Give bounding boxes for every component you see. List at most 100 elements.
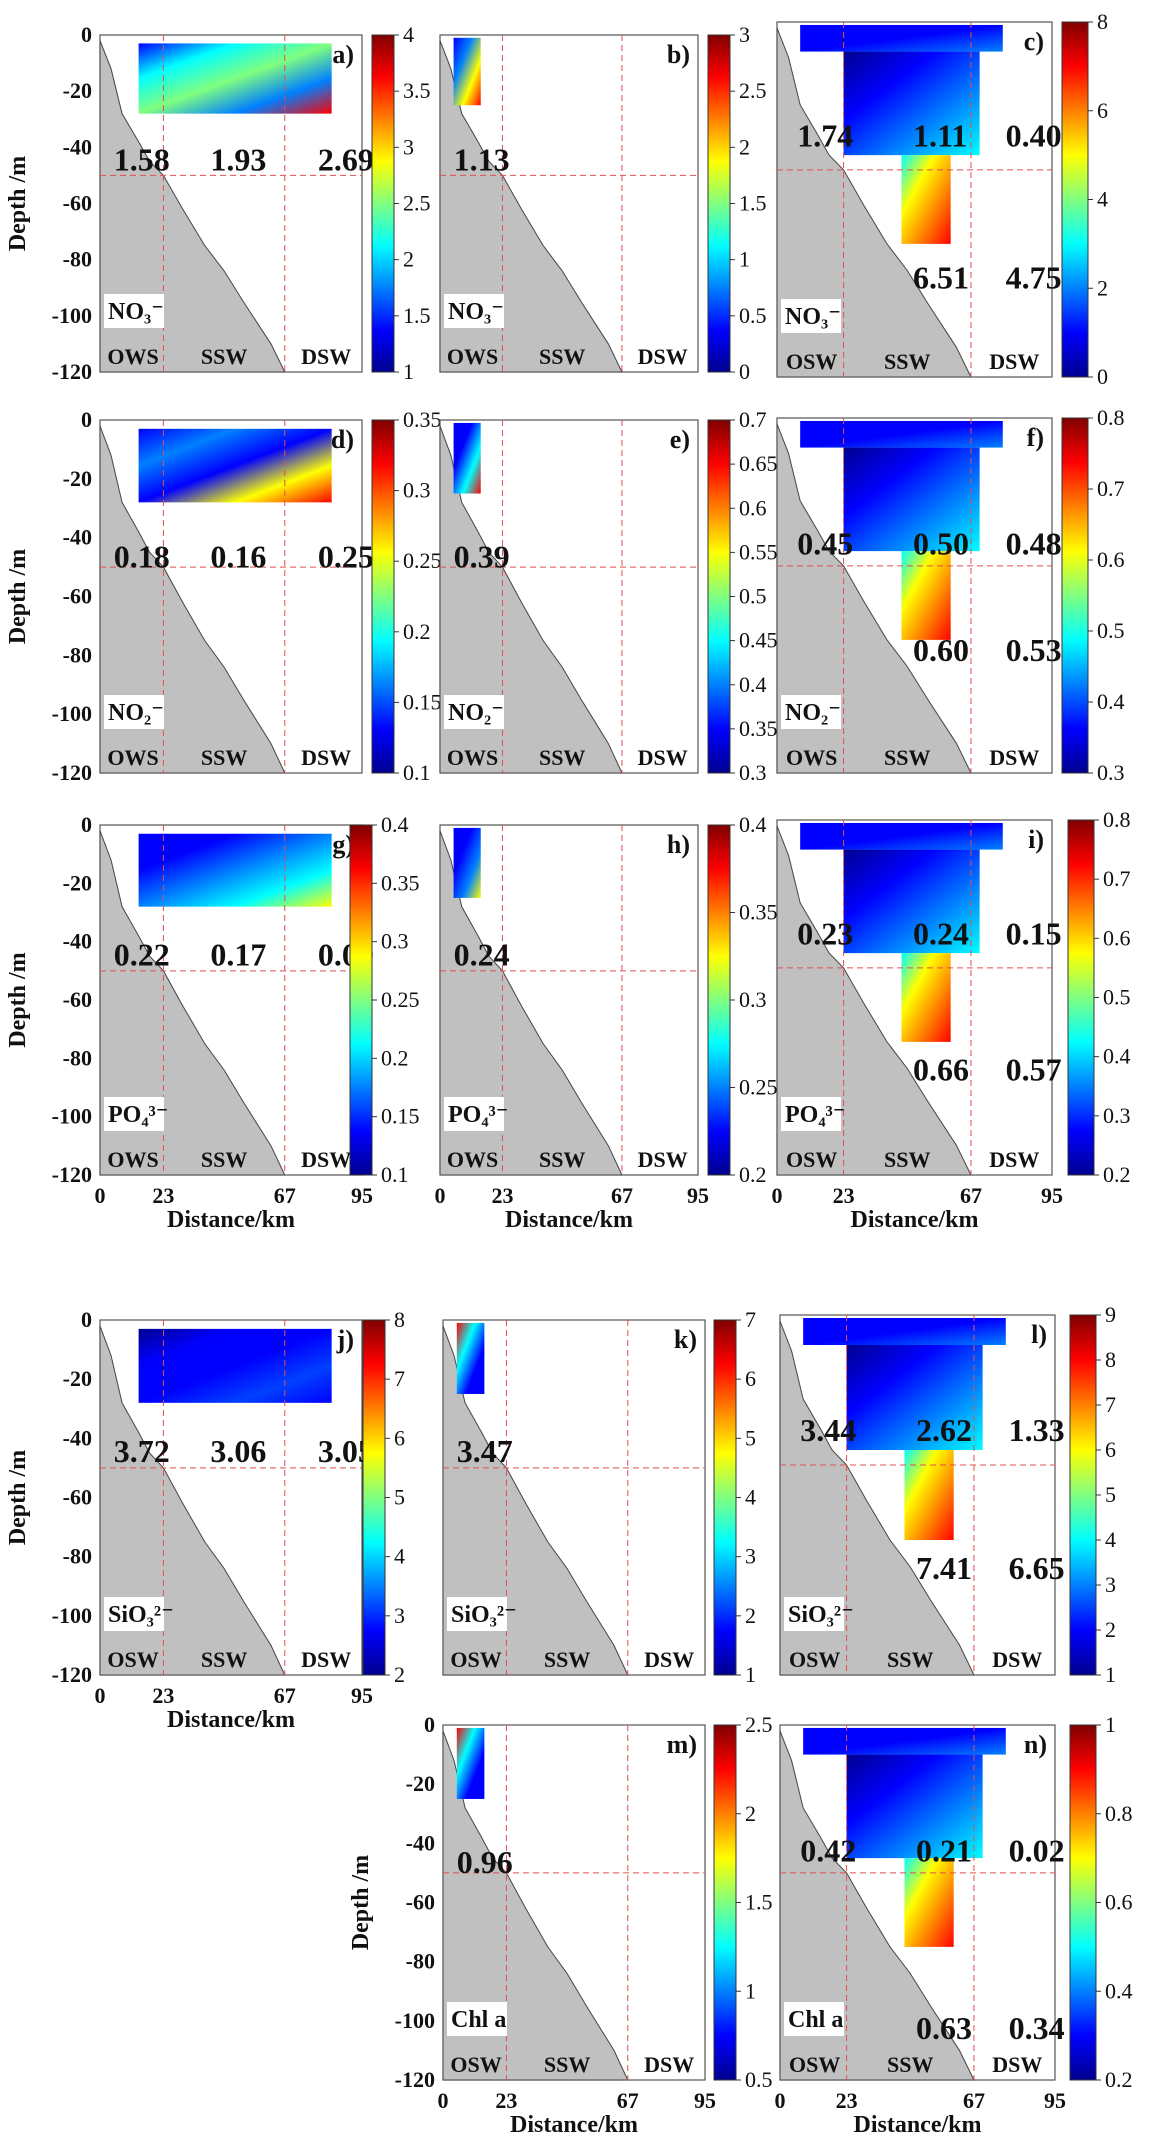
y-tick-label: -120 [52,1662,92,1687]
panel-label: b) [667,40,690,69]
variable-label: NO₃⁻ [108,299,164,325]
panel-h: 0 23 67 95 Distance/km h) OWS SSW DSW PO₄³⁻ 0.24 0.… [435,812,778,1233]
water-mass-label: DSW [638,745,688,770]
colorbar-tick-label: 2 [403,247,414,272]
panel-label: c) [1024,27,1044,56]
variable-label: PO₄³⁻ [108,1102,168,1128]
seabed [776,423,972,774]
y-axis-label: Depth /m [5,952,31,1047]
y-tick-label: -120 [52,1162,92,1187]
variable-label-box [781,695,841,729]
x-tick-label: 67 [963,2088,985,2113]
y-tick-label: -80 [63,247,92,272]
colorbar-tick-label: 0.5 [745,2067,773,2092]
colorbar-tick-label: 0.1 [403,760,431,785]
colorbar-tick-label: 0.15 [381,1104,420,1129]
colorbar-tick-label: 0.15 [403,689,442,714]
panel-g: 0 -20 -40 -60 -80 -100 -120 Depth /m 0 23 67 95 Dist… [5,812,420,1233]
variable-label-box [104,1097,164,1131]
x-tick-label: 67 [274,1183,296,1208]
water-mass-label: DSW [989,1147,1039,1172]
variable-label: PO₄³⁻ [785,1102,845,1128]
colorbar-tick-label: 3 [394,1603,405,1628]
colorbar-tick-label: 2.5 [403,191,431,216]
y-axis-label: Depth /m [5,156,31,251]
colorbar-tick-label: 0.5 [739,303,767,328]
y-tick-label: -100 [395,2008,435,2033]
data-field-upper [843,849,980,954]
x-axis-label: Distance/km [167,1707,295,1733]
x-tick-label: 23 [833,1183,855,1208]
variable-label: NO₃⁻ [785,304,841,330]
mean-value-label: 0.22 [114,936,170,972]
y-tick-label: -80 [63,1045,92,1070]
variable-label-box [104,1597,164,1631]
colorbar-tick-label: 3 [745,1544,756,1569]
colorbar-tick-label: 0.8 [1103,807,1131,832]
colorbar-tick-label: 4 [403,22,414,47]
mean-value-label: 0.23 [797,915,853,951]
colorbar-tick-label: 0.4 [381,812,409,837]
colorbar-tick-label: 0.5 [1103,985,1131,1010]
panel-label: n) [1024,1730,1047,1759]
data-field-shelf [138,428,332,503]
mean-value-label: 0.42 [800,1832,856,1868]
panel-label: l) [1031,1320,1047,1349]
data-field-shelf [138,833,332,907]
seabed [99,1325,286,1676]
colorbar [349,824,373,1176]
variable-label: Chl a [788,2007,843,2033]
colorbar-tick-label: 0.7 [1097,476,1125,501]
colorbar-tick-label: 4 [1097,187,1108,212]
mean-value-label: 3.44 [800,1412,856,1448]
mean-value-label: 2.62 [916,1412,972,1448]
colorbar-tick-label: 0.7 [739,407,767,432]
panel-label: i) [1028,825,1044,854]
mean-value-label: 3.72 [114,1433,170,1469]
data-field-shelf [138,43,332,114]
colorbar [1069,1314,1097,1676]
colorbar-tick-label: 0.6 [1105,1890,1133,1915]
colorbar-tick-label: 2 [745,1801,756,1826]
water-mass-label: SSW [884,349,930,374]
data-field-deep [901,953,951,1042]
mean-value-label: 3.06 [210,1433,266,1469]
x-tick-label: 95 [1041,1183,1063,1208]
y-tick-label: 0 [81,407,92,432]
colorbar-tick-label: 3 [739,22,750,47]
water-mass-label: SSW [539,1147,585,1172]
variable-label: PO₄³⁻ [448,1102,508,1128]
x-tick-label: 0 [438,2088,449,2113]
seabed [776,27,972,378]
y-tick-label: 0 [81,812,92,837]
colorbar-tick-label: 6 [394,1425,405,1450]
colorbar-tick-label: 0.4 [1097,689,1125,714]
variable-label-box [444,1097,504,1131]
panel-i: 0 23 67 95 Distance/km i) OSW SSW DSW PO₄³⁻ 0.23 0.… [772,807,1131,1233]
colorbar-tick-label: 0.35 [381,870,420,895]
mean-value-label: 0.45 [797,525,853,561]
colorbar-tick-label: 0.6 [1103,925,1131,950]
colorbar-tick-label: 0.35 [739,716,778,741]
seabed [99,40,286,373]
colorbar-tick-label: 2 [1105,1617,1116,1642]
panel-k: k) OSW SSW DSW SiO₃²⁻ 3.47 7 6 5 4 3 2 1 [442,1307,756,1687]
colorbar-tick-label: 0.25 [381,987,420,1012]
colorbar-tick-label: 2 [739,134,750,159]
variable-label-box [781,1097,841,1131]
x-axis-label: Distance/km [854,2112,982,2138]
colorbar-tick-label: 0.6 [1097,547,1125,572]
colorbar-tick-label: 1 [745,1662,756,1687]
colorbar-tick-label: 5 [394,1485,405,1510]
variable-label-box [784,1597,844,1631]
y-tick-label: -120 [52,760,92,785]
y-tick-label: -60 [63,584,92,609]
y-tick-label: -100 [52,701,92,726]
variable-label-box [447,2002,507,2036]
y-axis-label: Depth /m [5,1450,31,1545]
colorbar [707,34,731,373]
colorbar-tick-label: 2 [745,1603,756,1628]
mean-value-label: 0.48 [1006,525,1062,561]
colorbar-tick-label: 0.5 [739,584,767,609]
panel-label: d) [331,425,354,454]
